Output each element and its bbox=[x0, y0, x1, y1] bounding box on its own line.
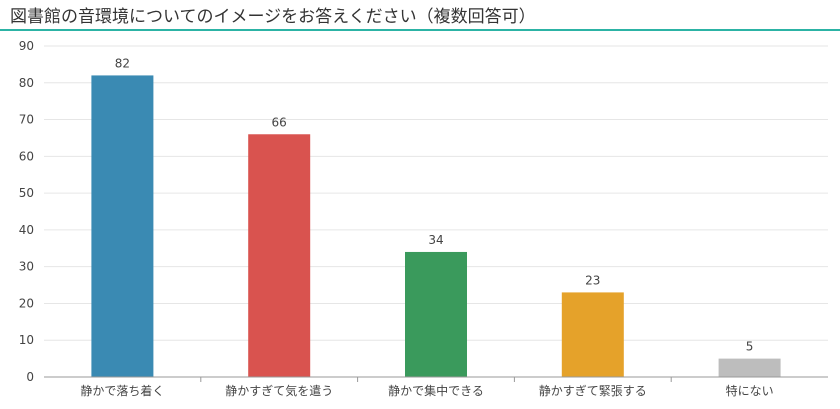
y-tick-label: 30 bbox=[19, 260, 34, 274]
x-tick-label: 特にない bbox=[726, 383, 774, 398]
bar bbox=[718, 358, 781, 377]
y-tick-label: 0 bbox=[26, 370, 34, 384]
y-tick-label: 60 bbox=[19, 149, 34, 163]
y-tick-label: 40 bbox=[19, 223, 34, 237]
data-label: 82 bbox=[115, 56, 130, 70]
bar bbox=[561, 292, 624, 377]
x-tick-label: 静かすぎて気を遣う bbox=[225, 383, 333, 398]
y-tick-label: 10 bbox=[19, 333, 34, 347]
bar bbox=[405, 251, 467, 377]
y-tick-label: 90 bbox=[19, 39, 34, 53]
x-tick-label: 静かで落ち着く bbox=[80, 383, 164, 398]
y-tick-label: 80 bbox=[19, 76, 34, 90]
x-tick-label: 静かすぎて緊張する bbox=[539, 384, 647, 398]
data-label: 23 bbox=[585, 273, 600, 287]
x-tick-label: 静かで集中できる bbox=[388, 383, 484, 398]
y-tick-label: 50 bbox=[19, 186, 34, 200]
data-label: 66 bbox=[272, 115, 287, 129]
y-axis: 0 10 20 30 40 50 60 70 80 90 bbox=[19, 39, 34, 384]
data-label: 34 bbox=[428, 233, 443, 247]
bar bbox=[91, 75, 154, 377]
title-underline bbox=[0, 29, 840, 31]
y-tick-label: 70 bbox=[19, 113, 34, 127]
chart-title: 図書館の音環境についてのイメージをお答えください（複数回答可） bbox=[10, 7, 536, 27]
data-label: 5 bbox=[746, 340, 754, 354]
bars bbox=[91, 75, 781, 377]
x-axis: 静かで落ち着く 静かすぎて気を遣う 静かで集中できる 静かすぎて緊張する 特にない bbox=[44, 376, 828, 398]
y-tick-label: 20 bbox=[19, 296, 34, 310]
bar bbox=[248, 134, 311, 377]
data-labels: 82 66 34 23 5 bbox=[115, 56, 754, 353]
